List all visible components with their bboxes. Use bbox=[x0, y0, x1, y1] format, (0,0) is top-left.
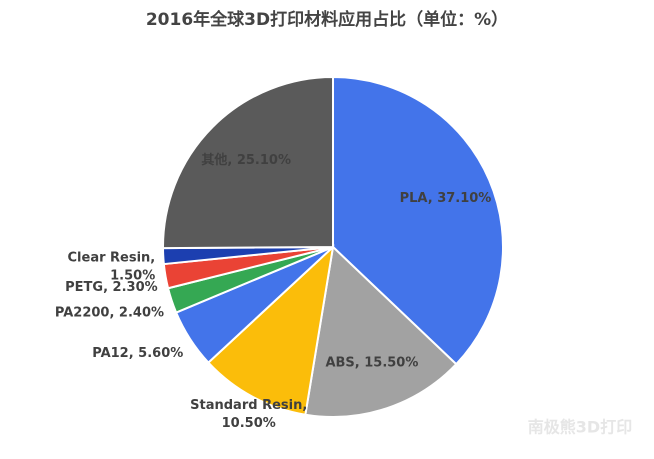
pie-slice bbox=[332, 75, 504, 366]
data-label: 其他, 25.10% bbox=[201, 152, 291, 168]
pie-slice bbox=[162, 75, 334, 250]
data-label: Standard Resin, 10.50% bbox=[190, 397, 307, 430]
data-label: PA12, 5.60% bbox=[92, 346, 183, 361]
pie-slice bbox=[206, 244, 335, 416]
data-label-line: 1.50% bbox=[110, 268, 155, 283]
chart-title: 2016年全球3D打印材料应用占比（单位：%） bbox=[146, 9, 508, 30]
data-label: PLA, 37.10% bbox=[400, 191, 492, 206]
data-label: Clear Resin, 1.50% bbox=[68, 250, 156, 283]
data-label-line: 10.50% bbox=[222, 415, 276, 430]
data-label: PA2200, 2.40% bbox=[55, 306, 164, 321]
data-label-line: Standard Resin, bbox=[190, 397, 307, 412]
data-label: PETG, 2.30% bbox=[65, 280, 158, 295]
data-label-line: Clear Resin, bbox=[68, 250, 156, 265]
watermark: 南极熊3D打印 bbox=[528, 418, 632, 437]
pie-slice bbox=[304, 244, 458, 418]
data-label: ABS, 15.50% bbox=[325, 356, 418, 371]
